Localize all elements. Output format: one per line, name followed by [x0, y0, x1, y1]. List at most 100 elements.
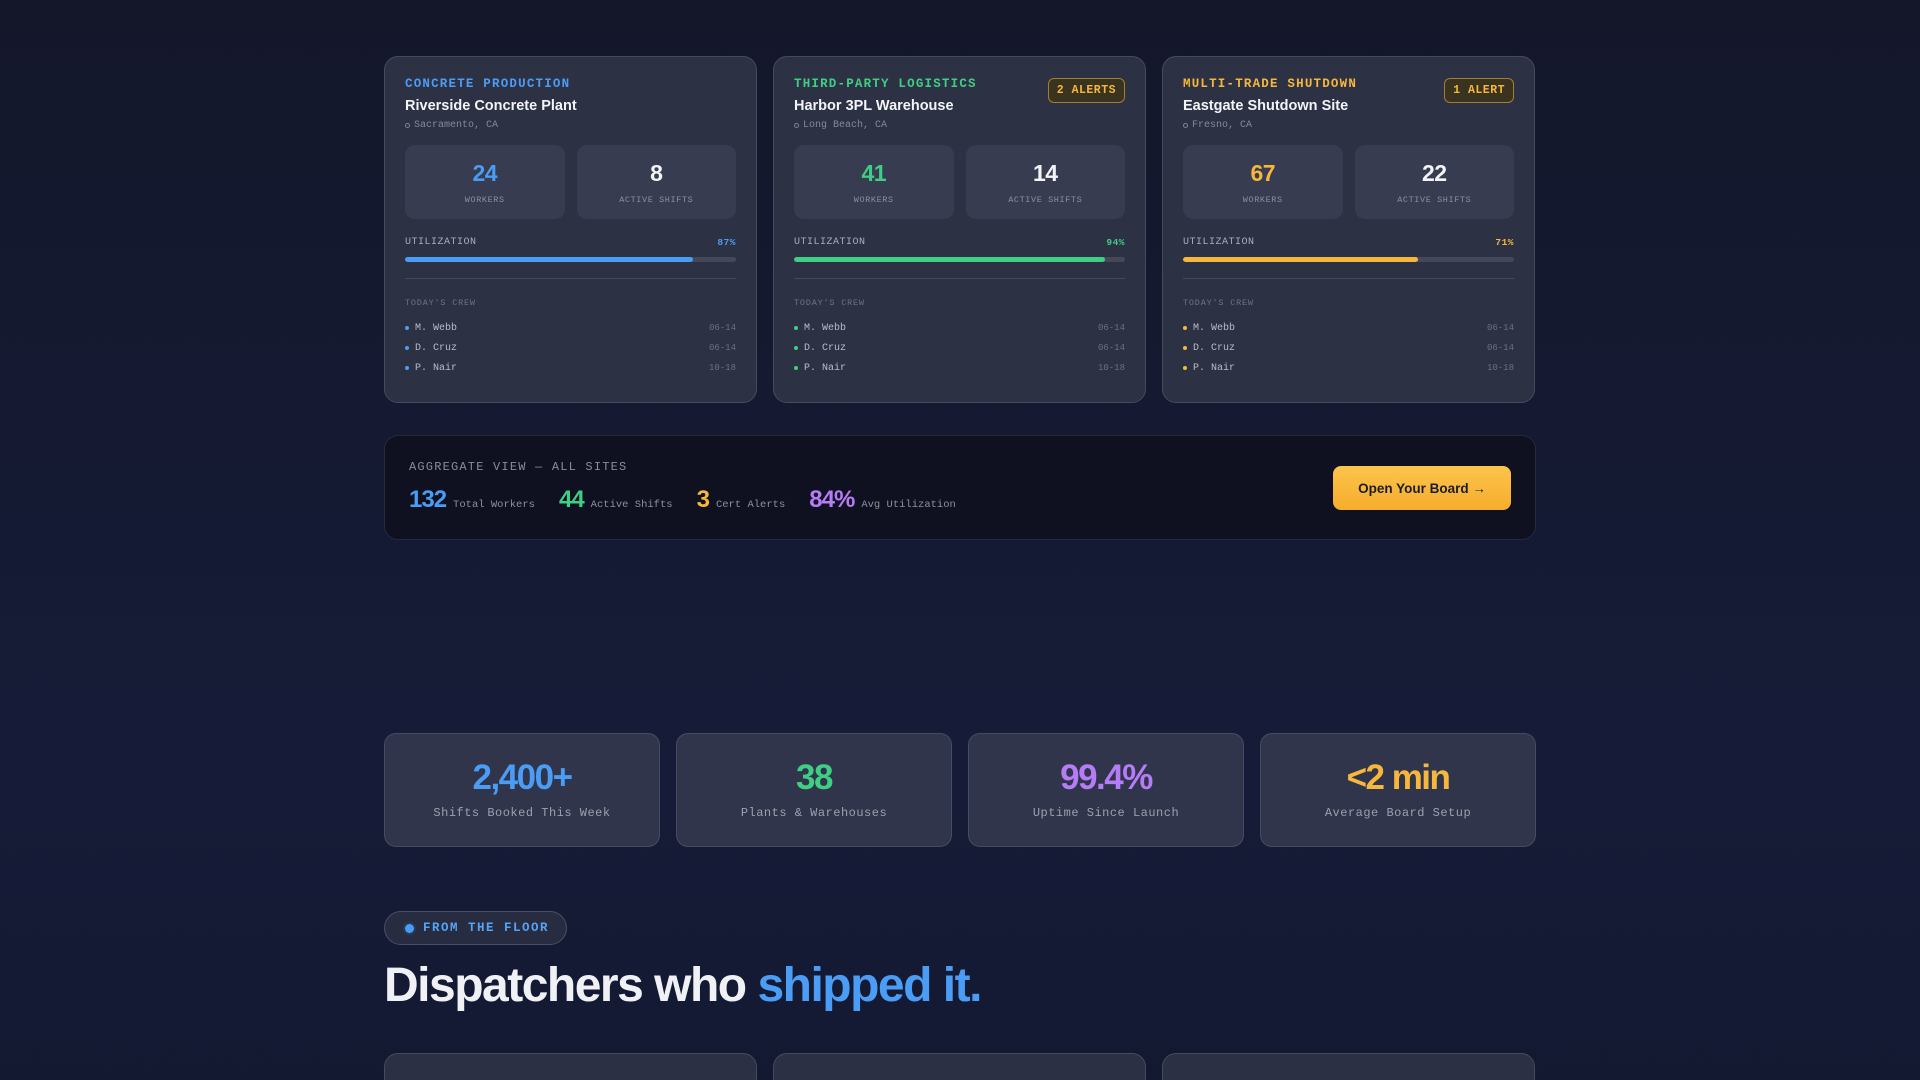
metric-label: Average Board Setup	[1324, 806, 1472, 820]
site-location: Sacramento, CA	[405, 120, 736, 131]
aggregate-stat-value: 3	[696, 486, 710, 513]
crew-dot-icon	[1183, 326, 1187, 330]
shifts-stat: 14 ACTIVE SHIFTS	[965, 145, 1125, 219]
testimonial-card	[384, 1053, 757, 1080]
metric-card: <2 min Average Board Setup	[1260, 733, 1536, 847]
alert-badge[interactable]: 1 ALERT	[1444, 78, 1514, 103]
crew-shift-time: 10-18	[708, 363, 736, 373]
aggregate-panel: AGGREGATE VIEW — ALL SITES 132 Total Work…	[384, 435, 1536, 540]
site-category: MULTI-TRADE SHUTDOWN	[1183, 77, 1358, 91]
location-text: Sacramento, CA	[414, 120, 499, 131]
heading-main: Dispatchers who	[384, 959, 758, 1012]
metric-label: Plants & Warehouses	[740, 806, 888, 820]
shifts-count: 22	[1421, 160, 1447, 186]
crew-heading: TODAY'S CREW	[1183, 298, 1254, 308]
testimonials-heading: Dispatchers who shipped it.	[384, 958, 982, 1013]
workers-count: 41	[861, 160, 887, 186]
aggregate-stats: 132 Total Workers 44 Active Shifts 3 Cert Ale…	[409, 486, 956, 514]
aggregate-stat: 44 Active Shifts	[559, 486, 673, 514]
workers-count: 67	[1250, 160, 1276, 186]
metric-value: 99.4%	[1060, 758, 1153, 797]
shifts-stat: 8 ACTIVE SHIFTS	[576, 145, 736, 219]
metric-label: Uptime Since Launch	[1032, 806, 1180, 820]
metrics-row: 2,400+ Shifts Booked This Week 38 Plants & …	[384, 733, 1536, 847]
location-pin-icon	[405, 123, 410, 128]
crew-dot-icon	[1183, 346, 1187, 350]
crew-shift-time: 06-14	[1486, 343, 1514, 353]
aggregate-stat: 3 Cert Alerts	[697, 486, 786, 514]
crew-row[interactable]: P. Nair 10-18	[794, 358, 1125, 378]
crew-row[interactable]: P. Nair 10-18	[405, 358, 736, 378]
crew-heading: TODAY'S CREW	[794, 298, 865, 308]
crew-shift-time: 06-14	[708, 323, 736, 333]
crew-shift-time: 10-18	[1486, 363, 1514, 373]
site-location: Long Beach, CA	[794, 120, 1125, 131]
crew-dot-icon	[794, 346, 798, 350]
utilization-fill	[1183, 257, 1418, 262]
divider	[794, 278, 1125, 279]
site-category: CONCRETE PRODUCTION	[405, 77, 571, 91]
crew-row[interactable]: M. Webb 06-14	[794, 318, 1125, 338]
crew-row[interactable]: P. Nair 10-18	[1183, 358, 1514, 378]
site-card[interactable]: MULTI-TRADE SHUTDOWN Eastgate Shutdown S…	[1162, 56, 1535, 403]
metric-value: <2 min	[1346, 758, 1451, 797]
crew-shift-time: 10-18	[1097, 363, 1125, 373]
workers-label: WORKERS	[853, 195, 894, 205]
crew-row[interactable]: D. Cruz 06-14	[405, 338, 736, 358]
crew-row[interactable]: M. Webb 06-14	[1183, 318, 1514, 338]
shifts-label: ACTIVE SHIFTS	[619, 195, 694, 205]
metric-card: 2,400+ Shifts Booked This Week	[384, 733, 660, 847]
site-card[interactable]: THIRD-PARTY LOGISTICS Harbor 3PL Warehou…	[773, 56, 1146, 403]
crew-dot-icon	[405, 326, 409, 330]
workers-count: 24	[472, 160, 498, 186]
pill-label: FROM THE FLOOR	[423, 921, 550, 935]
crew-name: M. Webb	[415, 322, 458, 334]
shifts-label: ACTIVE SHIFTS	[1008, 195, 1083, 205]
aggregate-stat: 84% Avg Utilization	[809, 486, 956, 514]
site-stats: 67 WORKERS 22 ACTIVE SHIFTS	[1183, 145, 1514, 219]
utilization-fill	[794, 257, 1106, 262]
crew-row[interactable]: M. Webb 06-14	[405, 318, 736, 338]
utilization-bar	[1183, 257, 1514, 262]
aggregate-stat-value: 44	[558, 486, 585, 513]
utilization-row: UTILIZATION 87%	[405, 237, 736, 248]
metric-card: 99.4% Uptime Since Launch	[968, 733, 1244, 847]
utilization-label: UTILIZATION	[794, 237, 866, 248]
site-name: Harbor 3PL Warehouse	[794, 98, 954, 114]
crew-name: P. Nair	[415, 362, 458, 374]
metric-label: Shifts Booked This Week	[433, 806, 611, 820]
location-text: Fresno, CA	[1192, 120, 1253, 131]
utilization-bar	[794, 257, 1125, 262]
site-name: Eastgate Shutdown Site	[1183, 98, 1349, 114]
metric-card: 38 Plants & Warehouses	[676, 733, 952, 847]
shifts-count: 14	[1032, 160, 1058, 186]
shifts-stat: 22 ACTIVE SHIFTS	[1354, 145, 1514, 219]
location-text: Long Beach, CA	[803, 120, 888, 131]
open-board-button[interactable]: Open Your Board →	[1333, 466, 1511, 510]
crew-heading: TODAY'S CREW	[405, 298, 476, 308]
workers-stat: 24 WORKERS	[405, 145, 565, 219]
testimonial-card	[1162, 1053, 1535, 1080]
crew-row[interactable]: D. Cruz 06-14	[794, 338, 1125, 358]
crew-name: M. Webb	[1193, 322, 1236, 334]
crew-name: P. Nair	[804, 362, 847, 374]
site-card[interactable]: CONCRETE PRODUCTION Riverside Concrete P…	[384, 56, 757, 403]
crew-shift-time: 06-14	[708, 343, 736, 353]
crew-name: P. Nair	[1193, 362, 1236, 374]
utilization-row: UTILIZATION 71%	[1183, 237, 1514, 248]
location-pin-icon	[794, 123, 799, 128]
heading-highlight: shipped it.	[757, 959, 982, 1012]
from-the-floor-pill: FROM THE FLOOR	[384, 911, 567, 945]
testimonial-cards	[384, 1053, 1536, 1080]
crew-dot-icon	[794, 326, 798, 330]
aggregate-stat-label: Active Shifts	[590, 499, 673, 511]
crew-list: M. Webb 06-14 D. Cruz 06-14 P. Nair 10-1…	[794, 318, 1125, 378]
crew-row[interactable]: D. Cruz 06-14	[1183, 338, 1514, 358]
alert-badge[interactable]: 2 ALERTS	[1047, 78, 1125, 103]
site-location: Fresno, CA	[1183, 120, 1514, 131]
crew-name: D. Cruz	[415, 342, 458, 354]
crew-list: M. Webb 06-14 D. Cruz 06-14 P. Nair 10-1…	[405, 318, 736, 378]
utilization-label: UTILIZATION	[405, 237, 477, 248]
site-cards: CONCRETE PRODUCTION Riverside Concrete P…	[384, 56, 1536, 403]
crew-shift-time: 06-14	[1097, 323, 1125, 333]
